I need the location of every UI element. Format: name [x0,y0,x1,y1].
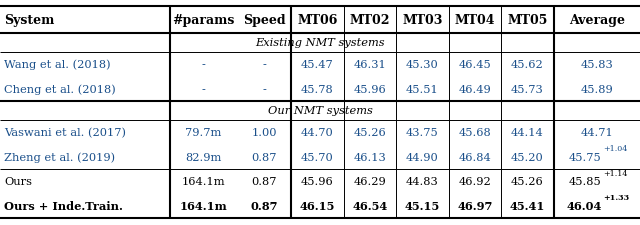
Text: -: - [262,60,266,70]
Text: #params: #params [172,14,234,27]
Text: 45.68: 45.68 [458,127,492,137]
Text: Existing NMT systems: Existing NMT systems [255,38,385,48]
Text: 46.54: 46.54 [352,200,388,211]
Text: MT05: MT05 [507,14,548,27]
Text: 164.1m: 164.1m [179,200,227,211]
Text: -: - [262,84,266,94]
Text: 45.26: 45.26 [511,176,544,187]
Text: System: System [4,14,55,27]
Text: Ours: Ours [4,176,33,187]
Text: 45.85: 45.85 [568,176,601,187]
Text: 79.7m: 79.7m [185,127,221,137]
Text: Zheng et al. (2019): Zheng et al. (2019) [4,152,116,162]
Text: 46.97: 46.97 [457,200,493,211]
Text: -: - [201,84,205,94]
Text: 45.96: 45.96 [353,84,387,94]
Text: 45.26: 45.26 [353,127,387,137]
Text: 0.87: 0.87 [250,200,278,211]
Text: 44.14: 44.14 [511,127,544,137]
Text: 45.41: 45.41 [509,200,545,211]
Text: 46.49: 46.49 [458,84,492,94]
Text: 45.20: 45.20 [511,152,544,162]
Text: +1.04: +1.04 [603,144,627,152]
Text: Average: Average [569,14,625,27]
Text: 46.04: 46.04 [567,200,602,211]
Text: 45.30: 45.30 [406,60,439,70]
Text: 45.15: 45.15 [404,200,440,211]
Text: 45.96: 45.96 [301,176,334,187]
Text: 46.92: 46.92 [458,176,492,187]
Text: 43.75: 43.75 [406,127,439,137]
Text: 46.31: 46.31 [353,60,387,70]
Text: 164.1m: 164.1m [181,176,225,187]
Text: 46.45: 46.45 [458,60,492,70]
Text: 45.73: 45.73 [511,84,544,94]
Text: 46.13: 46.13 [353,152,387,162]
Text: 45.83: 45.83 [580,60,613,70]
Text: MT02: MT02 [349,14,390,27]
Text: 46.15: 46.15 [300,200,335,211]
Text: MT06: MT06 [297,14,338,27]
Text: 46.29: 46.29 [353,176,387,187]
Text: 0.87: 0.87 [252,152,276,162]
Text: 44.71: 44.71 [580,127,613,137]
Text: 0.87: 0.87 [252,176,276,187]
Text: +1.33: +1.33 [603,194,629,201]
Text: Ours + Inde.Train.: Ours + Inde.Train. [4,200,124,211]
Text: 45.51: 45.51 [406,84,439,94]
Text: 44.90: 44.90 [406,152,439,162]
Text: 45.70: 45.70 [301,152,334,162]
Text: Speed: Speed [243,14,285,27]
Text: +1.14: +1.14 [603,169,628,177]
Text: MT04: MT04 [454,14,495,27]
Text: Cheng et al. (2018): Cheng et al. (2018) [4,84,116,94]
Text: 45.89: 45.89 [580,84,613,94]
Text: MT03: MT03 [402,14,443,27]
Text: -: - [201,60,205,70]
Text: 46.84: 46.84 [458,152,492,162]
Text: 45.78: 45.78 [301,84,334,94]
Text: 82.9m: 82.9m [185,152,221,162]
Text: 44.83: 44.83 [406,176,439,187]
Text: Wang et al. (2018): Wang et al. (2018) [4,59,111,70]
Text: 44.70: 44.70 [301,127,334,137]
Text: Vaswani et al. (2017): Vaswani et al. (2017) [4,127,127,137]
Text: 45.47: 45.47 [301,60,334,70]
Text: 45.62: 45.62 [511,60,544,70]
Text: 1.00: 1.00 [252,127,276,137]
Text: Our NMT systems: Our NMT systems [268,106,372,116]
Text: 45.75: 45.75 [568,152,601,162]
